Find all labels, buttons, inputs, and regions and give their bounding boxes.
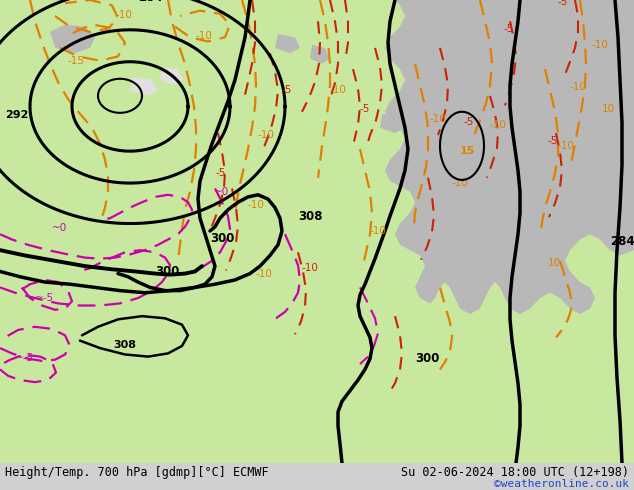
Text: -10: -10	[592, 40, 609, 50]
Text: -10: -10	[302, 264, 319, 273]
Text: -10: -10	[115, 10, 132, 20]
Text: -5: -5	[558, 0, 568, 2]
Polygon shape	[275, 34, 300, 53]
Text: 300: 300	[155, 265, 179, 278]
Text: -10: -10	[258, 130, 275, 140]
Text: -10: -10	[255, 269, 272, 279]
Text: ~-5: ~-5	[15, 353, 34, 363]
Text: -10: -10	[370, 226, 387, 236]
Text: -10: -10	[490, 120, 507, 130]
Polygon shape	[50, 24, 95, 53]
Polygon shape	[160, 67, 183, 85]
Text: 10: 10	[548, 258, 561, 268]
Text: 308: 308	[113, 340, 136, 350]
Text: 308: 308	[298, 210, 322, 223]
Polygon shape	[385, 0, 634, 314]
Text: Height/Temp. 700 hPa [gdmp][°C] ECMWF: Height/Temp. 700 hPa [gdmp][°C] ECMWF	[5, 466, 269, 479]
Text: ~0: ~0	[214, 187, 230, 197]
Text: -5: -5	[215, 168, 225, 178]
Text: -15: -15	[68, 56, 85, 66]
Text: -10: -10	[330, 85, 347, 95]
Polygon shape	[0, 303, 634, 463]
Text: -10: -10	[248, 199, 265, 210]
Text: -10: -10	[558, 141, 575, 151]
Text: ~-5: ~-5	[35, 293, 54, 303]
Text: 292: 292	[4, 110, 28, 120]
Text: -10: -10	[570, 82, 587, 93]
Text: Su 02-06-2024 18:00 UTC (12+198): Su 02-06-2024 18:00 UTC (12+198)	[401, 466, 629, 479]
Text: -5: -5	[504, 24, 514, 34]
Polygon shape	[130, 76, 158, 96]
Text: 284: 284	[610, 235, 634, 248]
Text: 284: 284	[138, 0, 162, 4]
Text: -5: -5	[558, 0, 568, 7]
Text: -5: -5	[548, 136, 559, 146]
Text: -10: -10	[452, 178, 469, 188]
Text: 300: 300	[210, 232, 235, 245]
Text: -10: -10	[430, 115, 447, 124]
Text: -5: -5	[463, 117, 474, 126]
Text: 300: 300	[415, 352, 439, 365]
Text: ©weatheronline.co.uk: ©weatheronline.co.uk	[494, 479, 629, 489]
Text: 10: 10	[602, 104, 615, 114]
Text: -10: -10	[195, 31, 212, 41]
Text: -5: -5	[282, 85, 292, 95]
Polygon shape	[310, 45, 330, 64]
Polygon shape	[0, 0, 634, 463]
Text: ~0: ~0	[52, 223, 67, 233]
Polygon shape	[430, 135, 455, 154]
Polygon shape	[380, 114, 405, 133]
Text: 15: 15	[460, 147, 476, 156]
Text: -5: -5	[360, 104, 370, 114]
